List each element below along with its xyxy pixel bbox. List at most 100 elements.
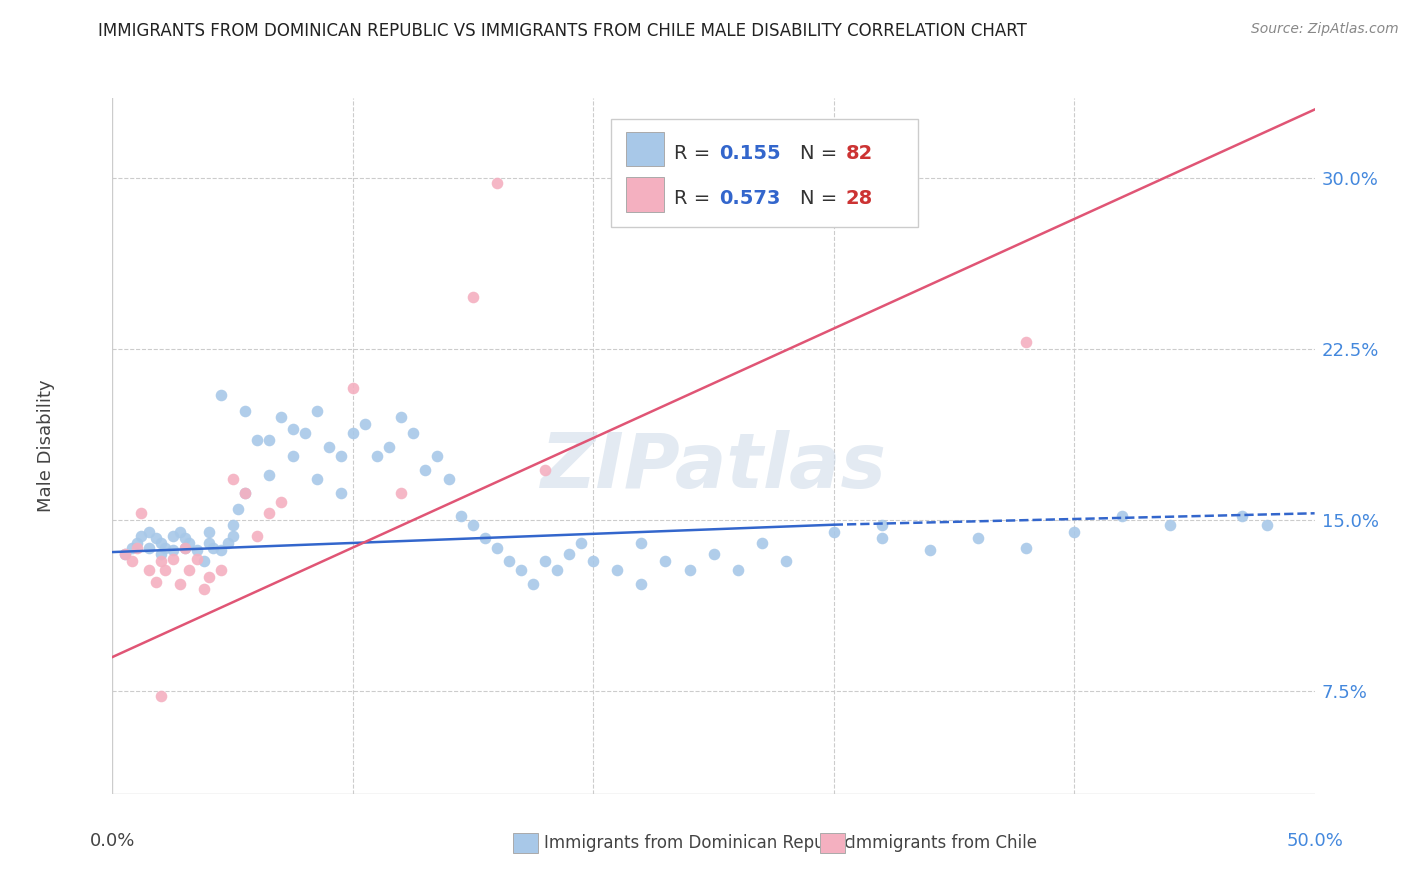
Point xyxy=(329,485,352,500)
Point xyxy=(233,403,256,417)
Point xyxy=(193,582,215,596)
Point xyxy=(281,422,304,436)
Point xyxy=(486,541,509,555)
Point xyxy=(257,506,280,520)
Point xyxy=(155,541,177,555)
Point xyxy=(534,463,557,477)
Point xyxy=(630,536,652,550)
Point xyxy=(162,542,184,557)
Point xyxy=(173,541,195,555)
Point xyxy=(179,536,201,550)
Point xyxy=(870,532,893,546)
Point xyxy=(305,472,328,486)
Point xyxy=(226,501,249,516)
Point xyxy=(1015,335,1038,350)
Point xyxy=(131,529,153,543)
Point xyxy=(569,536,592,550)
Text: Immigrants from Chile: Immigrants from Chile xyxy=(851,834,1036,852)
Point xyxy=(546,563,568,577)
Point xyxy=(246,434,269,448)
Point xyxy=(534,554,557,568)
Text: R =: R = xyxy=(673,144,717,163)
Text: 0.0%: 0.0% xyxy=(90,832,135,850)
Point xyxy=(450,508,472,523)
Text: N =: N = xyxy=(800,189,844,208)
Point xyxy=(389,485,412,500)
Point xyxy=(222,529,245,543)
Point xyxy=(366,450,388,464)
Point xyxy=(169,524,191,539)
Point xyxy=(510,563,533,577)
Point xyxy=(149,689,172,703)
Point xyxy=(654,554,676,568)
Point xyxy=(402,426,425,441)
Point xyxy=(270,410,292,425)
Point xyxy=(630,577,652,591)
Point xyxy=(125,541,148,555)
Point xyxy=(145,532,167,546)
Point xyxy=(197,570,219,584)
Bar xyxy=(626,177,664,211)
Point xyxy=(1063,524,1085,539)
Point xyxy=(179,563,201,577)
Text: IMMIGRANTS FROM DOMINICAN REPUBLIC VS IMMIGRANTS FROM CHILE MALE DISABILITY CORR: IMMIGRANTS FROM DOMINICAN REPUBLIC VS IM… xyxy=(98,22,1028,40)
Point xyxy=(461,517,484,532)
Point xyxy=(257,434,280,448)
Point xyxy=(149,554,172,568)
Point xyxy=(186,542,208,557)
Point xyxy=(197,524,219,539)
Text: ZIPatlas: ZIPatlas xyxy=(540,430,887,504)
Point xyxy=(1159,517,1181,532)
Point xyxy=(197,536,219,550)
Point xyxy=(149,547,172,561)
Point xyxy=(437,472,460,486)
Point xyxy=(389,410,412,425)
Text: 0.573: 0.573 xyxy=(720,189,780,208)
Point xyxy=(522,577,544,591)
Point xyxy=(138,541,160,555)
Text: 82: 82 xyxy=(846,144,873,163)
Point xyxy=(155,563,177,577)
Point xyxy=(413,463,436,477)
Point xyxy=(162,552,184,566)
Point xyxy=(270,495,292,509)
Point xyxy=(121,554,143,568)
Point xyxy=(114,547,136,561)
Point xyxy=(209,563,232,577)
Point xyxy=(114,547,136,561)
Point xyxy=(342,426,364,441)
Point xyxy=(486,176,509,190)
Point xyxy=(426,450,449,464)
Text: 50.0%: 50.0% xyxy=(1286,832,1343,850)
Point xyxy=(257,467,280,482)
Text: Male Disability: Male Disability xyxy=(38,380,55,512)
Point xyxy=(209,542,232,557)
Point xyxy=(233,485,256,500)
Point xyxy=(217,536,239,550)
Point xyxy=(606,563,628,577)
Point xyxy=(209,387,232,401)
Point xyxy=(305,403,328,417)
Point xyxy=(145,574,167,589)
Point xyxy=(342,381,364,395)
Point xyxy=(751,536,773,550)
Point xyxy=(173,541,195,555)
Point xyxy=(222,517,245,532)
FancyBboxPatch shape xyxy=(612,119,918,227)
Point xyxy=(678,563,700,577)
Point xyxy=(870,517,893,532)
Point xyxy=(329,450,352,464)
Point xyxy=(121,541,143,555)
Point xyxy=(558,547,581,561)
Point xyxy=(1111,508,1133,523)
Point xyxy=(918,542,941,557)
Text: Source: ZipAtlas.com: Source: ZipAtlas.com xyxy=(1251,22,1399,37)
Point xyxy=(162,529,184,543)
Point xyxy=(727,563,749,577)
Point xyxy=(281,450,304,464)
Point xyxy=(1015,541,1038,555)
Point xyxy=(246,529,269,543)
Bar xyxy=(626,131,664,166)
Text: Immigrants from Dominican Republic: Immigrants from Dominican Republic xyxy=(544,834,853,852)
Point xyxy=(138,563,160,577)
